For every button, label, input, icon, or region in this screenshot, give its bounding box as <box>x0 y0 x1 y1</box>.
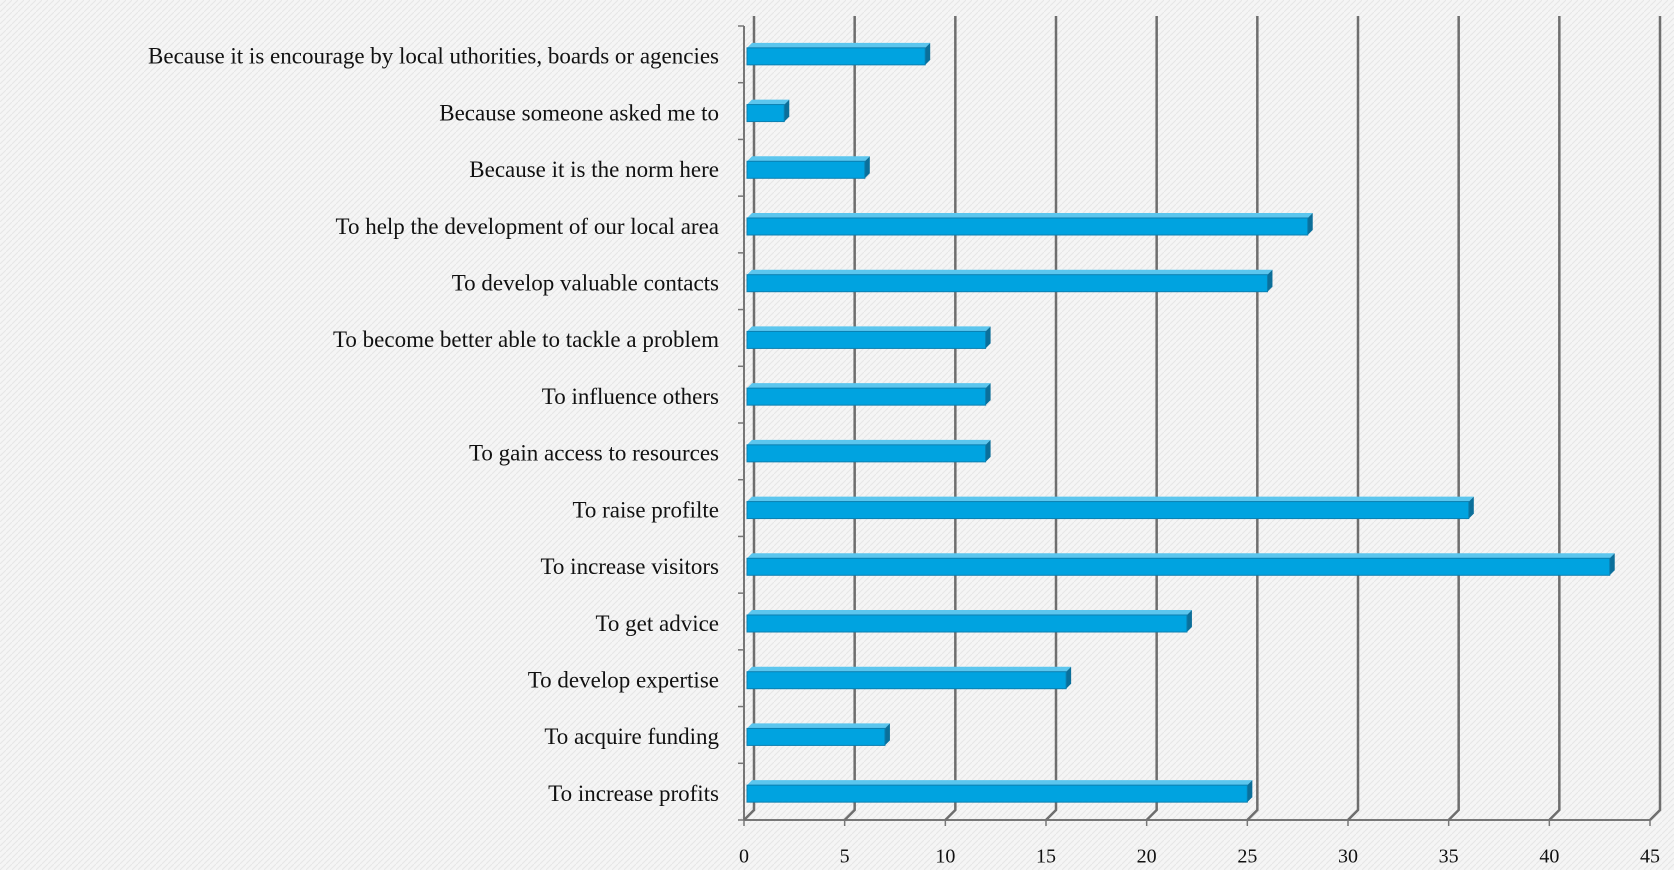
x-tick-label: 30 <box>1338 846 1358 868</box>
bar-top <box>747 383 991 389</box>
bar-top <box>747 213 1313 218</box>
bar <box>746 274 1268 293</box>
bar <box>746 614 1188 633</box>
x-tick-label: 5 <box>840 846 850 868</box>
y-tick-label: To raise profilte <box>572 497 719 522</box>
x-tick-label: 20 <box>1137 846 1157 868</box>
y-tick-label: To increase profits <box>548 781 719 806</box>
grid-line <box>1649 16 1662 821</box>
bar-top <box>747 156 870 162</box>
grid-line <box>1548 16 1561 821</box>
bar <box>746 217 1309 236</box>
x-tick-label: 35 <box>1439 846 1459 868</box>
bar-side <box>784 99 790 122</box>
bar-top <box>747 439 991 445</box>
bar <box>746 501 1470 520</box>
bar <box>746 557 1611 576</box>
bar-side <box>884 723 890 746</box>
bar <box>746 160 866 179</box>
bar-top <box>747 99 790 105</box>
bar <box>746 727 886 746</box>
y-tick-label: To increase visitors <box>540 554 719 579</box>
bar-top <box>747 723 890 729</box>
x-tick-label: 25 <box>1237 846 1257 868</box>
x-tick-label: 45 <box>1640 846 1660 868</box>
bar-side <box>1267 269 1273 292</box>
y-tick-label: To acquire funding <box>544 724 719 749</box>
bar-top <box>747 326 991 332</box>
y-tick-label: To develop valuable contacts <box>452 270 719 295</box>
y-tick-label: Because it is the norm here <box>469 157 719 182</box>
bar-side <box>1066 666 1072 689</box>
bar-side <box>1609 553 1615 576</box>
bar-side <box>1307 213 1313 235</box>
bar <box>746 444 987 463</box>
x-tick-label: 0 <box>739 846 749 868</box>
bar-top <box>747 666 1072 672</box>
y-tick-label: Because it is encourage by local uthorit… <box>148 44 719 69</box>
bar-top <box>747 42 931 48</box>
grid-line <box>1447 16 1460 821</box>
bar <box>746 387 987 406</box>
x-tick-label: 40 <box>1539 846 1559 868</box>
bar <box>746 784 1248 803</box>
y-tick-label: To help the development of our local are… <box>336 214 720 239</box>
y-tick-label: To get advice <box>595 611 719 636</box>
bar-side <box>1247 780 1253 803</box>
bar <box>746 47 926 66</box>
bar-side <box>864 156 870 179</box>
bar <box>746 104 785 123</box>
bar <box>746 671 1067 690</box>
bar <box>746 330 987 349</box>
y-tick-label: To become better able to tackle a proble… <box>333 327 719 352</box>
bar-side <box>925 42 931 65</box>
bar-side <box>985 383 991 406</box>
bar-side <box>1186 610 1192 632</box>
x-tick-label: 10 <box>935 846 955 868</box>
x-tick-label: 15 <box>1036 846 1056 868</box>
y-tick-label: To influence others <box>542 384 719 409</box>
bar-top <box>747 610 1192 615</box>
grid-line <box>1347 16 1360 821</box>
bar-side <box>985 326 991 349</box>
bar-side <box>1468 496 1474 519</box>
bar-side <box>985 439 991 462</box>
bar-top <box>747 496 1474 502</box>
bar-top <box>747 269 1273 275</box>
bar-top <box>747 553 1615 559</box>
y-tick-label: Because someone asked me to <box>439 100 719 125</box>
bar-top <box>747 780 1253 786</box>
y-tick-label: To develop expertise <box>528 667 719 692</box>
y-tick-label: To gain access to resources <box>469 441 719 466</box>
